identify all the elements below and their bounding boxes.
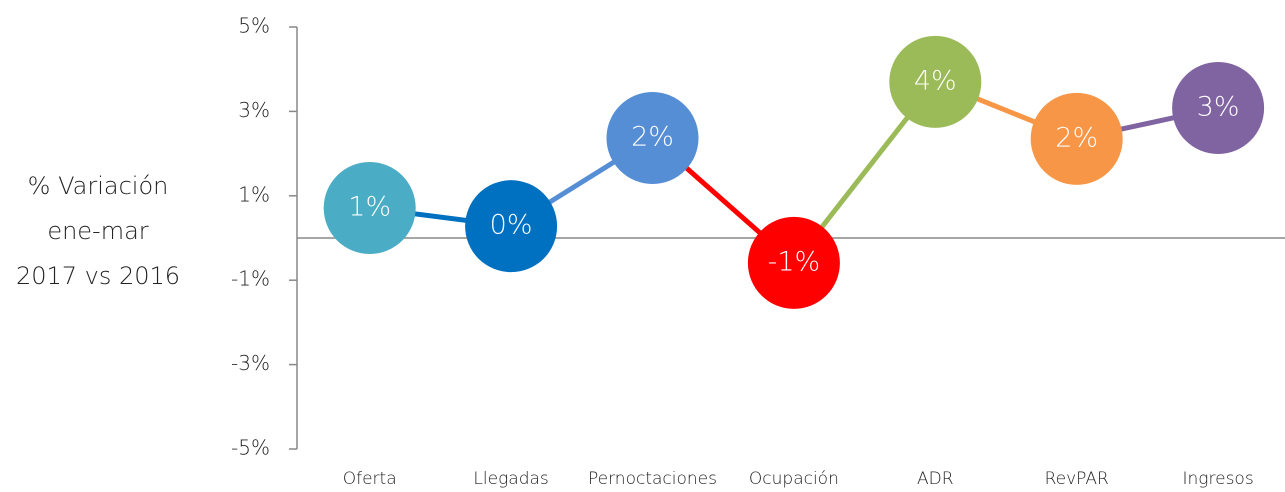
x-tick-label: Oferta bbox=[343, 469, 397, 489]
data-label: 0% bbox=[490, 210, 533, 241]
y-tick-label: 5% bbox=[238, 14, 270, 38]
data-label: 3% bbox=[1197, 92, 1240, 123]
x-tick-label: Llegadas bbox=[473, 469, 548, 489]
bubble bbox=[606, 91, 699, 184]
data-label: 4% bbox=[914, 65, 957, 96]
y-tick-label: 3% bbox=[238, 98, 270, 122]
bubble bbox=[323, 162, 416, 255]
y-axis-label: 2017 vs 2016 bbox=[16, 262, 180, 290]
x-tick-label: Ocupación bbox=[749, 469, 839, 489]
y-tick-label: -1% bbox=[231, 267, 270, 291]
data-label: -1% bbox=[768, 246, 821, 277]
y-tick-label: -3% bbox=[231, 351, 270, 375]
y-axis-label: ene-mar bbox=[47, 217, 148, 245]
x-tick-label: Ingresos bbox=[1183, 469, 1254, 489]
bubble bbox=[1030, 92, 1123, 185]
bubble bbox=[465, 180, 558, 273]
y-axis-label: % Variación bbox=[28, 172, 169, 200]
bubble bbox=[1172, 62, 1265, 155]
bubble bbox=[747, 216, 840, 309]
data-label: 2% bbox=[1055, 122, 1098, 153]
x-tick-label: Pernoctaciones bbox=[588, 469, 717, 489]
y-tick-label: -5% bbox=[231, 436, 270, 460]
bubble bbox=[889, 35, 982, 128]
data-label: 1% bbox=[348, 192, 391, 223]
data-label: 2% bbox=[631, 121, 674, 152]
y-tick-label: 1% bbox=[238, 182, 270, 206]
x-tick-label: ADR bbox=[917, 469, 954, 489]
x-tick-label: RevPAR bbox=[1045, 469, 1109, 489]
